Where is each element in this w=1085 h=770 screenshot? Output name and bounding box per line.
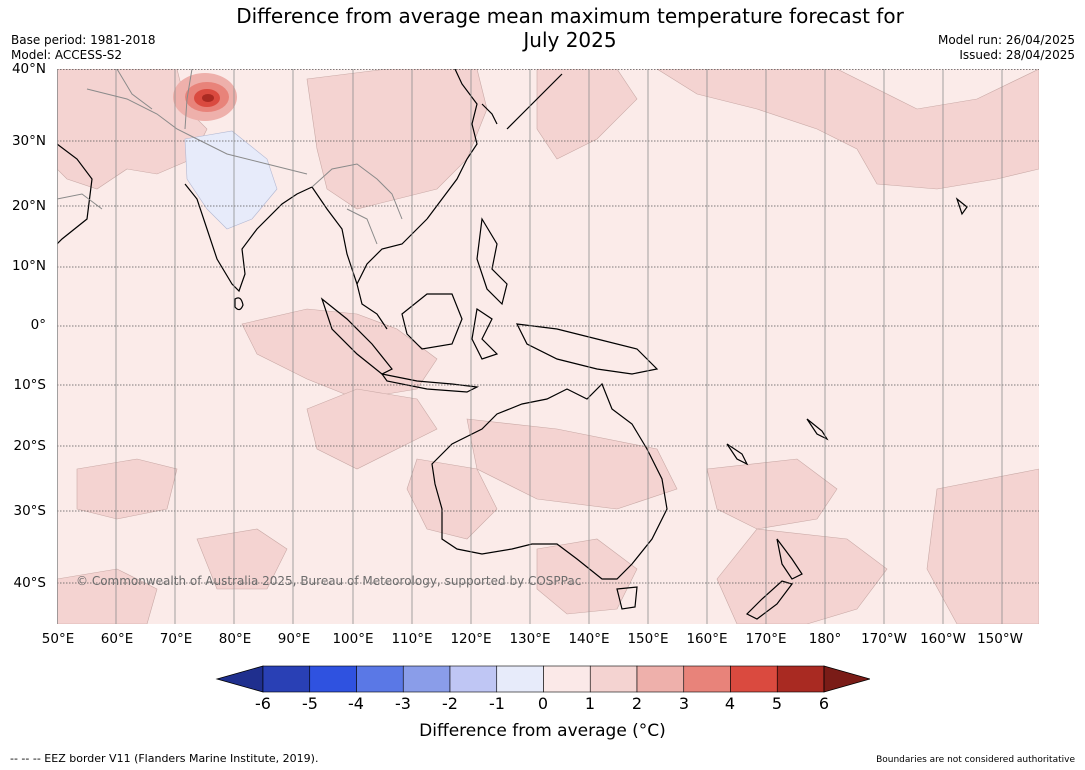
coastlines bbox=[57, 69, 968, 620]
model-info: Base period: 1981-2018 Model: ACCESS-S2 bbox=[11, 33, 156, 63]
lat-label: 10°S bbox=[13, 377, 47, 393]
run-info: Model run: 26/04/2025 Issued: 28/04/2025 bbox=[938, 33, 1075, 63]
model-name: Model: ACCESS-S2 bbox=[11, 48, 123, 62]
colorbar-swatch bbox=[309, 665, 357, 693]
eez-legend: -- -- -- EEZ border V11 (Flanders Marine… bbox=[10, 752, 319, 765]
lon-label: 160°E bbox=[686, 631, 728, 647]
map-canvas bbox=[57, 69, 1039, 624]
lat-label: 30°N bbox=[11, 133, 46, 149]
colorbar-tick: -3 bbox=[395, 694, 411, 713]
anomaly-map bbox=[57, 69, 1039, 624]
lat-label: 40°N bbox=[11, 61, 46, 77]
lon-label: 170°E bbox=[745, 631, 787, 647]
lat-label: 10°N bbox=[11, 258, 46, 274]
colorbar-tick: 2 bbox=[631, 694, 643, 713]
lon-label: 60°E bbox=[100, 631, 134, 647]
copyright-notice: © Commonwealth of Australia 2025, Bureau… bbox=[76, 574, 582, 588]
colorbar-swatch bbox=[356, 665, 404, 693]
colorbar-swatch bbox=[402, 665, 451, 693]
colorbar-tick: 5 bbox=[771, 694, 783, 713]
colorbar-swatch bbox=[730, 665, 778, 693]
lon-label: 160°W bbox=[920, 631, 966, 647]
lon-label: 100°E bbox=[332, 631, 374, 647]
title-line-2: July 2025 bbox=[523, 28, 617, 52]
colorbar-tick: -5 bbox=[302, 694, 318, 713]
lat-label: 0° bbox=[30, 317, 46, 333]
lon-label: 70°E bbox=[159, 631, 193, 647]
colorbar-swatch bbox=[543, 665, 591, 693]
colorbar-tick: 1 bbox=[584, 694, 596, 713]
lon-label: 50°E bbox=[41, 631, 75, 647]
lon-label: 150°E bbox=[627, 631, 669, 647]
colorbar-tick: -1 bbox=[489, 694, 505, 713]
colorbar-swatch bbox=[262, 665, 311, 693]
colorbar-swatch bbox=[776, 665, 825, 693]
issued-date: Issued: 28/04/2025 bbox=[959, 48, 1075, 62]
colorbar-swatch bbox=[636, 665, 685, 693]
colorbar-tick: 4 bbox=[724, 694, 736, 713]
anomaly-minus-1-0 bbox=[184, 130, 278, 230]
colorbar-swatch bbox=[496, 665, 544, 693]
lon-label: 150°W bbox=[977, 631, 1023, 647]
colorbar bbox=[215, 665, 870, 693]
lon-label: 140°E bbox=[568, 631, 610, 647]
base-period: Base period: 1981-2018 bbox=[11, 33, 156, 47]
lat-label: 40°S bbox=[13, 575, 47, 591]
colorbar-extend-low bbox=[215, 665, 264, 693]
lat-label: 20°S bbox=[13, 438, 47, 454]
colorbar-tick: 3 bbox=[678, 694, 690, 713]
colorbar-swatch bbox=[449, 665, 498, 693]
lon-label: 120°E bbox=[450, 631, 492, 647]
meridians bbox=[57, 69, 1003, 624]
colorbar-extend-high bbox=[823, 665, 870, 693]
colorbar-swatch bbox=[589, 665, 638, 693]
lon-label: 80°E bbox=[218, 631, 252, 647]
country-borders bbox=[57, 69, 403, 245]
colorbar-label: Difference from average (°C) bbox=[419, 721, 666, 741]
lon-label: 110°E bbox=[391, 631, 433, 647]
lat-label: 20°N bbox=[11, 198, 46, 214]
lon-label: 90°E bbox=[277, 631, 311, 647]
lat-label: 30°S bbox=[13, 503, 47, 519]
lon-label: 180° bbox=[808, 631, 842, 647]
boundaries-disclaimer: Boundaries are not considered authoritat… bbox=[876, 755, 1075, 765]
colorbar-tick: -4 bbox=[348, 694, 364, 713]
lon-label: 170°W bbox=[861, 631, 907, 647]
anomaly-hotspot bbox=[173, 73, 237, 121]
lon-label: 130°E bbox=[509, 631, 551, 647]
anomaly-1-2 bbox=[57, 69, 1039, 624]
colorbar-tick: -2 bbox=[442, 694, 458, 713]
map-title: Difference from average mean maximum tem… bbox=[170, 4, 970, 52]
colorbar-tick: 0 bbox=[537, 694, 549, 713]
colorbar-swatch bbox=[683, 665, 731, 693]
colorbar-tick: 6 bbox=[818, 694, 830, 713]
colorbar-tick: -6 bbox=[255, 694, 271, 713]
title-line-1: Difference from average mean maximum tem… bbox=[236, 4, 904, 28]
model-run-date: Model run: 26/04/2025 bbox=[937, 33, 1075, 47]
